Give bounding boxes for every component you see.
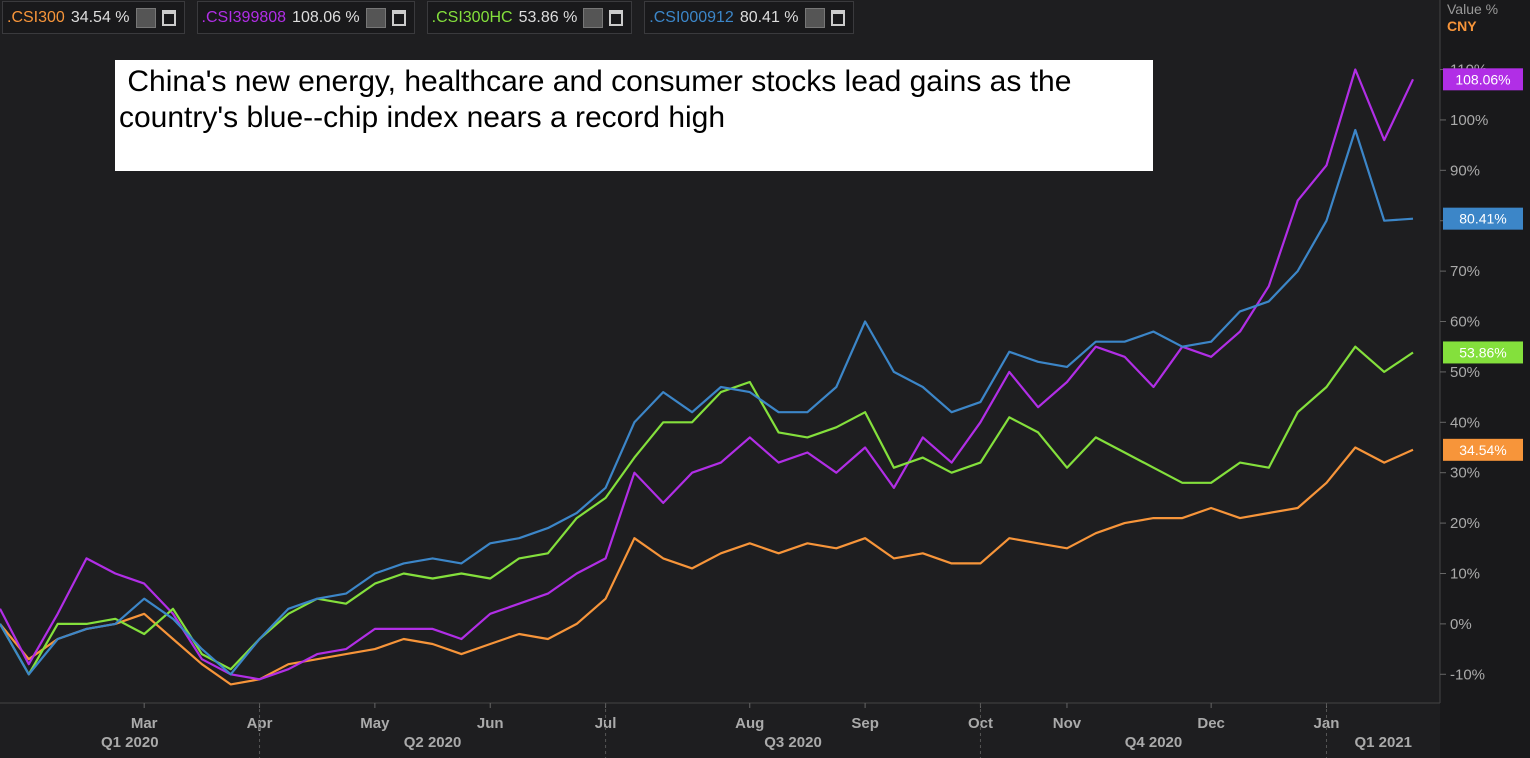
dropdown-button[interactable] bbox=[135, 7, 156, 28]
chart-title: China's new energy, healthcare and consu… bbox=[115, 60, 1153, 171]
axis-header: Value % CNY bbox=[1447, 1, 1498, 35]
value-axis-label: Value % bbox=[1447, 1, 1499, 17]
currency-label: CNY bbox=[1447, 18, 1477, 34]
y-tick-label: 90% bbox=[1450, 162, 1480, 179]
dropdown-button[interactable] bbox=[583, 7, 604, 28]
series-line bbox=[0, 68, 1414, 681]
end-value-label: 53.86% bbox=[1459, 344, 1506, 360]
delete-button[interactable] bbox=[161, 9, 176, 26]
legend: .CSI300 34.54 % .CSI399808 108.06 % .CSI300H… bbox=[2, 1, 854, 34]
dropdown-button[interactable] bbox=[365, 7, 386, 28]
y-tick-label: 50% bbox=[1450, 364, 1480, 381]
x-tick-label: Mar bbox=[131, 715, 158, 732]
quarter-label: Q4 2020 bbox=[1125, 734, 1183, 751]
quarter-label: Q2 2020 bbox=[404, 734, 462, 751]
end-value-label: 108.06% bbox=[1455, 71, 1510, 87]
series-line bbox=[0, 446, 1414, 686]
y-tick-label: 70% bbox=[1450, 263, 1480, 280]
y-tick-label: 60% bbox=[1450, 314, 1480, 331]
end-value-label: 34.54% bbox=[1459, 442, 1506, 458]
y-tick-label: 100% bbox=[1450, 112, 1488, 129]
legend-value: 108.06 % bbox=[292, 8, 360, 26]
x-tick-label: Sep bbox=[851, 715, 879, 732]
legend-item: .CSI000912 80.41 % bbox=[644, 1, 854, 34]
y-tick-label: 0% bbox=[1450, 616, 1472, 633]
end-value-box bbox=[1443, 438, 1523, 461]
legend-name: .CSI300HC bbox=[431, 8, 513, 26]
legend-item: .CSI399808 108.06 % bbox=[196, 1, 415, 34]
y-tick-label: 40% bbox=[1450, 414, 1480, 431]
legend-value: 34.54 % bbox=[70, 8, 130, 26]
quarter-label: Q3 2020 bbox=[764, 734, 822, 751]
dropdown-button[interactable] bbox=[804, 7, 825, 28]
legend-value: 53.86 % bbox=[518, 8, 578, 26]
end-value-box bbox=[1443, 68, 1523, 91]
end-value-box bbox=[1443, 207, 1523, 230]
legend-name: .CSI000912 bbox=[649, 8, 734, 26]
delete-button[interactable] bbox=[391, 9, 406, 26]
end-value-box bbox=[1443, 341, 1523, 364]
x-tick-label: Jun bbox=[477, 715, 504, 732]
quarter-label: Q1 2021 bbox=[1354, 734, 1412, 751]
y-tick-label: -10% bbox=[1450, 666, 1485, 683]
end-value-label: 80.41% bbox=[1459, 211, 1506, 227]
delete-button[interactable] bbox=[830, 9, 845, 26]
series-line bbox=[0, 128, 1414, 676]
legend-value: 80.41 % bbox=[739, 8, 799, 26]
x-tick-label: Nov bbox=[1053, 715, 1082, 732]
quarter-label: Q1 2020 bbox=[101, 734, 159, 751]
x-tick-label: Aug bbox=[735, 715, 764, 732]
legend-item: .CSI300 34.54 % bbox=[2, 1, 185, 34]
y-tick-label: 30% bbox=[1450, 465, 1480, 482]
series-line bbox=[0, 345, 1414, 676]
x-tick-label: May bbox=[360, 715, 390, 732]
delete-button[interactable] bbox=[609, 9, 624, 26]
x-tick-label: Dec bbox=[1197, 715, 1225, 732]
axis-panel bbox=[1440, 0, 1530, 758]
legend-name: .CSI300 bbox=[7, 8, 65, 26]
legend-item: .CSI300HC 53.86 % bbox=[426, 1, 633, 34]
y-tick-label: 10% bbox=[1450, 565, 1480, 582]
y-tick-label: 20% bbox=[1450, 515, 1480, 532]
legend-name: .CSI399808 bbox=[201, 8, 287, 26]
